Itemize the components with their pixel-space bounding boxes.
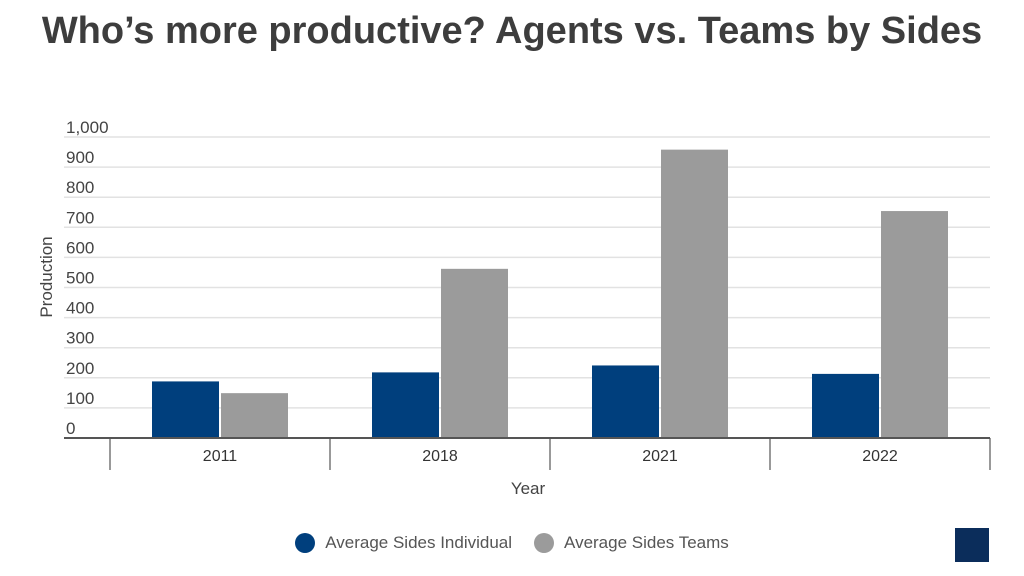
- y-tick-label: 1,000: [66, 118, 109, 137]
- y-tick-label: 900: [66, 148, 94, 167]
- bar-individual-2018: [372, 372, 439, 438]
- y-axis-label: Production: [37, 236, 56, 317]
- y-tick-label: 200: [66, 359, 94, 378]
- legend: Average Sides Individual Average Sides T…: [0, 533, 1024, 553]
- legend-item-teams[interactable]: Average Sides Teams: [534, 533, 729, 553]
- y-tick-label: 500: [66, 269, 94, 288]
- bar-individual-2022: [812, 373, 879, 438]
- y-tick-label: 400: [66, 299, 94, 318]
- legend-swatch: [534, 533, 555, 553]
- bar-individual-2021: [592, 365, 659, 438]
- bar-teams-2022: [881, 211, 948, 438]
- bar-teams-2021: [661, 149, 728, 438]
- y-tick-label: 100: [66, 389, 94, 408]
- x-tick-label: 2021: [642, 448, 678, 465]
- bar-teams-2011: [221, 393, 288, 438]
- legend-item-individual[interactable]: Average Sides Individual: [295, 533, 512, 553]
- x-tick-label: 2018: [422, 448, 458, 465]
- y-tick-label: 0: [66, 419, 75, 438]
- legend-label: Average Sides Teams: [564, 533, 729, 552]
- legend-swatch: [295, 533, 316, 553]
- y-tick-label: 600: [66, 238, 94, 257]
- x-tick-label: 2011: [203, 448, 238, 465]
- legend-label: Average Sides Individual: [325, 533, 513, 552]
- bar-individual-2011: [152, 381, 219, 438]
- y-tick-label: 700: [66, 208, 94, 227]
- bar-teams-2018: [441, 268, 508, 438]
- x-axis-label: Year: [511, 479, 546, 498]
- y-tick-label: 300: [66, 329, 94, 348]
- y-tick-label: 800: [66, 178, 94, 197]
- x-tick-label: 2022: [862, 448, 898, 465]
- rt-logo: [955, 528, 989, 562]
- chart-title: Who’s more productive? Agents vs. Teams …: [41, 10, 983, 52]
